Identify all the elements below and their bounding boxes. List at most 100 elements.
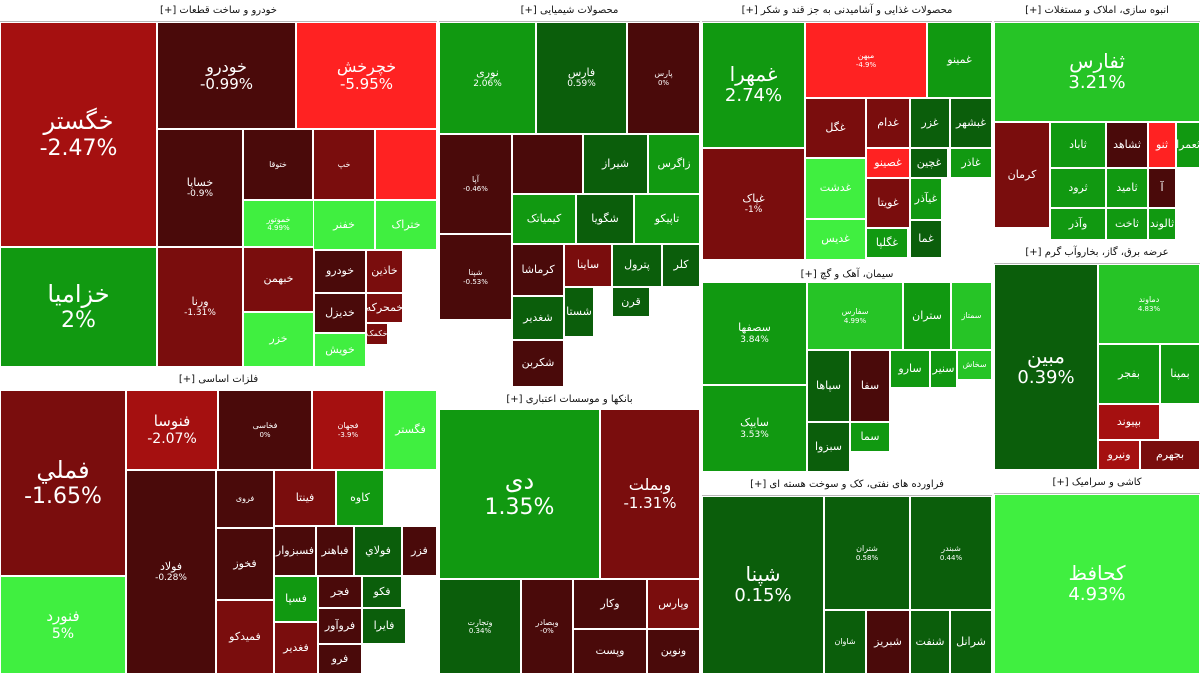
- stock-tile[interactable]: بمپنا: [1160, 344, 1200, 404]
- stock-tile[interactable]: بپیوند: [1098, 404, 1160, 440]
- stock-tile[interactable]: وبصادر -0%: [521, 579, 573, 674]
- stock-tile[interactable]: خزر: [243, 312, 314, 367]
- stock-tile[interactable]: خساپا -0.9%: [157, 129, 243, 247]
- stock-tile[interactable]: فجر: [318, 576, 362, 608]
- stock-tile[interactable]: خویش: [314, 333, 366, 367]
- stock-tile[interactable]: فكو: [362, 576, 402, 608]
- stock-tile[interactable]: ثالوند: [1148, 208, 1176, 240]
- stock-tile[interactable]: وپست: [573, 629, 647, 674]
- stock-tile[interactable]: وکار: [573, 579, 647, 629]
- stock-tile[interactable]: خچرخش -5.95%: [296, 22, 437, 129]
- stock-tile[interactable]: غویتا: [866, 178, 910, 228]
- stock-tile[interactable]: ساینا: [564, 244, 612, 287]
- stock-tile[interactable]: ثاباد: [1050, 122, 1106, 168]
- stock-tile[interactable]: کاوه: [336, 470, 384, 526]
- stock-tile[interactable]: سپاها: [807, 350, 850, 422]
- stock-tile[interactable]: زاگرس: [648, 134, 700, 194]
- stock-tile[interactable]: [375, 129, 437, 200]
- stock-tile[interactable]: فسبزوار: [274, 526, 316, 576]
- stock-tile[interactable]: شتران 0.58%: [824, 496, 910, 610]
- stock-tile[interactable]: شکربن: [512, 340, 564, 387]
- stock-tile[interactable]: قرن: [612, 287, 650, 317]
- stock-tile[interactable]: غچین: [910, 148, 948, 178]
- stock-tile[interactable]: خمحرکه: [366, 293, 403, 323]
- stock-tile[interactable]: شبریز: [866, 610, 910, 674]
- stock-tile[interactable]: شپنا 0.15%: [702, 496, 824, 674]
- stock-tile[interactable]: غاذر: [950, 148, 992, 178]
- stock-tile[interactable]: غما: [910, 220, 942, 258]
- stock-tile[interactable]: وبملت -1.31%: [600, 409, 700, 579]
- stock-tile[interactable]: خفنر: [313, 200, 375, 250]
- stock-tile[interactable]: نوری 2.06%: [439, 22, 536, 134]
- stock-tile[interactable]: وآذر: [1050, 208, 1106, 240]
- stock-tile[interactable]: سارو: [890, 350, 930, 388]
- stock-tile[interactable]: خموتور 4.99%: [243, 200, 314, 247]
- stock-tile[interactable]: سایپک 3.53%: [702, 385, 807, 472]
- stock-tile[interactable]: خدیزل: [314, 293, 366, 333]
- stock-tile[interactable]: شستا: [564, 287, 594, 337]
- stock-tile[interactable]: غزر: [910, 98, 950, 148]
- stock-tile[interactable]: فگستر: [384, 390, 437, 470]
- stock-tile[interactable]: [512, 134, 583, 194]
- stock-tile[interactable]: فخاسی 0%: [218, 390, 312, 470]
- stock-tile[interactable]: وتجارت 0.34%: [439, 579, 521, 674]
- stock-tile[interactable]: بجهرم: [1140, 440, 1200, 470]
- stock-tile[interactable]: فزر: [402, 526, 437, 576]
- sector-title[interactable]: کاشی و سرامیک [+]: [994, 472, 1200, 494]
- stock-tile[interactable]: شنفت: [910, 610, 950, 674]
- stock-tile[interactable]: ونیرو: [1098, 440, 1140, 470]
- stock-tile[interactable]: غمهرا 2.74%: [702, 22, 805, 148]
- stock-tile[interactable]: فملي -1.65%: [0, 390, 126, 576]
- stock-tile[interactable]: تاپیکو: [634, 194, 700, 244]
- stock-tile[interactable]: شاوان: [824, 610, 866, 674]
- stock-tile[interactable]: غمینو: [927, 22, 992, 98]
- stock-tile[interactable]: خکمک: [366, 323, 388, 345]
- sector-title[interactable]: انبوه سازی، املاک و مستغلات [+]: [994, 0, 1200, 22]
- stock-tile[interactable]: سصفها 3.84%: [702, 282, 807, 385]
- stock-tile[interactable]: ثنو: [1148, 122, 1176, 168]
- stock-tile[interactable]: شپنا -0.53%: [439, 234, 512, 320]
- stock-tile[interactable]: شبندر 0.44%: [910, 496, 992, 610]
- stock-tile[interactable]: ثامید: [1106, 168, 1148, 208]
- stock-tile[interactable]: فخوز: [216, 528, 274, 600]
- stock-tile[interactable]: ونوین: [647, 629, 700, 674]
- stock-tile[interactable]: ثشاهد: [1106, 122, 1148, 168]
- stock-tile[interactable]: فجهان -3.9%: [312, 390, 384, 470]
- stock-tile[interactable]: کرماشا: [512, 244, 564, 296]
- stock-tile[interactable]: کحافظ 4.93%: [994, 494, 1200, 674]
- stock-tile[interactable]: خودرو -0.99%: [157, 22, 296, 129]
- stock-tile[interactable]: ثرود: [1050, 168, 1106, 208]
- stock-tile[interactable]: سنیر: [930, 350, 957, 388]
- stock-tile[interactable]: پارس 0%: [627, 22, 700, 134]
- stock-tile[interactable]: آ: [1148, 168, 1176, 208]
- stock-tile[interactable]: فارس 0.59%: [536, 22, 627, 134]
- stock-tile[interactable]: بفجر: [1098, 344, 1160, 404]
- stock-tile[interactable]: کلر: [662, 244, 700, 287]
- stock-tile[interactable]: فولاد -0.28%: [126, 470, 216, 674]
- stock-tile[interactable]: فینتا: [274, 470, 336, 526]
- sector-title[interactable]: فراورده های نفتی، کک و سوخت هسته ای [+]: [702, 474, 992, 496]
- stock-tile[interactable]: خبهمن: [243, 247, 314, 312]
- stock-tile[interactable]: فروآور: [318, 608, 362, 644]
- stock-tile[interactable]: خپ: [313, 129, 375, 200]
- stock-tile[interactable]: خزامیا 2%: [0, 247, 157, 367]
- stock-tile[interactable]: غدشت: [805, 158, 866, 219]
- stock-tile[interactable]: خگستر -2.47%: [0, 22, 157, 247]
- stock-tile[interactable]: غیآذر: [910, 178, 942, 220]
- stock-tile[interactable]: ثعمرا: [1176, 122, 1200, 168]
- stock-tile[interactable]: فسپا: [274, 576, 318, 622]
- stock-tile[interactable]: شیراز: [583, 134, 648, 194]
- stock-tile[interactable]: ختراک: [375, 200, 437, 250]
- stock-tile[interactable]: میهن -4.9%: [805, 22, 927, 98]
- sector-title[interactable]: عرضه برق، گاز، بخاروآب گرم [+]: [994, 242, 1200, 264]
- stock-tile[interactable]: ورنا -1.31%: [157, 247, 243, 367]
- stock-tile[interactable]: فمیدکو: [216, 600, 274, 674]
- stock-tile[interactable]: دی 1.35%: [439, 409, 600, 579]
- stock-tile[interactable]: سخاش: [957, 350, 992, 380]
- stock-tile[interactable]: ختوقا: [243, 129, 313, 200]
- stock-tile[interactable]: فغدیر: [274, 622, 318, 674]
- stock-tile[interactable]: فولاي: [354, 526, 402, 576]
- stock-tile[interactable]: غگل: [805, 98, 866, 158]
- stock-tile[interactable]: سفارس 4.99%: [807, 282, 903, 350]
- stock-tile[interactable]: ثفارس 3.21%: [994, 22, 1200, 122]
